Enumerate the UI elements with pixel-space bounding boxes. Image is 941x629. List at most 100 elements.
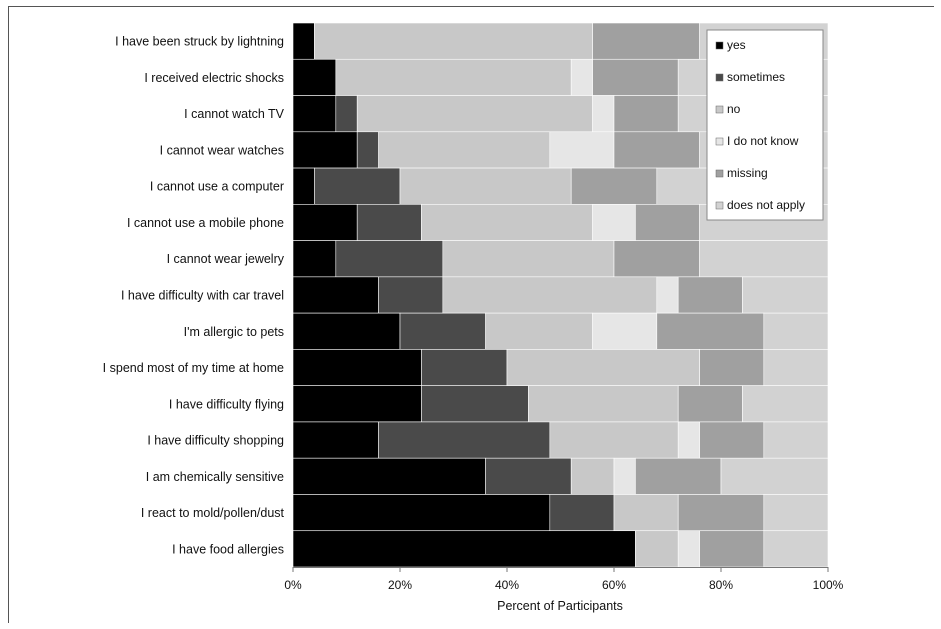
- bar-segment-no: [421, 204, 593, 241]
- legend-label: does not apply: [727, 198, 805, 212]
- x-tick-label: 100%: [813, 578, 844, 592]
- category-label: I cannot wear watches: [160, 143, 284, 157]
- bar-segment-missing: [677, 494, 765, 532]
- bar-segment-missing: [592, 22, 700, 60]
- bar-segment-yes: [292, 167, 315, 205]
- legend-label: I do not know: [727, 134, 799, 148]
- bar-segment-no: [570, 457, 615, 495]
- legend: yes sometimes no I do not know missing does n…: [706, 29, 824, 221]
- category-label: I cannot watch TV: [184, 107, 284, 121]
- bar-segment-yes: [292, 240, 337, 278]
- bar-segment-no: [442, 276, 658, 314]
- bar-segment-missing: [677, 276, 743, 314]
- legend-swatch: [715, 137, 724, 146]
- figure-frame: [8, 6, 934, 623]
- bar-segment-missing: [613, 95, 679, 133]
- legend-label: no: [727, 102, 741, 116]
- bar-segment-i-do-not-know: [592, 312, 658, 350]
- bar-segment-does-not-apply: [699, 240, 829, 278]
- bar-segment-i-do-not-know: [677, 421, 700, 459]
- bar-segment-yes: [292, 385, 422, 423]
- bar-segment-yes: [292, 204, 358, 241]
- bar-segment-missing: [699, 530, 765, 568]
- bar-segment-does-not-apply: [742, 276, 829, 314]
- bar-segment-missing: [635, 457, 722, 495]
- bar-segment-does-not-apply: [763, 312, 829, 350]
- x-tick-label: 80%: [709, 578, 733, 592]
- bar-segment-missing: [613, 240, 700, 278]
- category-label: I have difficulty with car travel: [121, 289, 284, 303]
- category-label: I react to mold/pollen/dust: [141, 506, 285, 520]
- category-label: I received electric shocks: [144, 71, 284, 85]
- bar-segment-sometimes: [356, 204, 422, 241]
- bar-segment-does-not-apply: [763, 530, 829, 568]
- bar-segment-no: [335, 58, 572, 96]
- bar-segment-i-do-not-know: [677, 530, 700, 568]
- bar-segment-sometimes: [378, 421, 551, 459]
- bar-segment-yes: [292, 58, 337, 96]
- bar-segment-i-do-not-know: [656, 276, 679, 314]
- legend-box: [706, 29, 824, 221]
- bar-segment-yes: [292, 131, 358, 169]
- bar-segment-sometimes: [378, 276, 444, 314]
- bar-segment-yes: [292, 95, 337, 133]
- legend-label: sometimes: [727, 70, 785, 84]
- legend-swatch: [715, 73, 724, 82]
- bar-segment-yes: [292, 494, 551, 532]
- bar-segment-sometimes: [314, 167, 401, 205]
- bar-segment-sometimes: [399, 312, 486, 350]
- bar-segment-i-do-not-know: [549, 131, 615, 169]
- bar-segment-yes: [292, 349, 422, 386]
- x-tick-labels: 0% 20% 40% 60% 80% 100%: [284, 567, 844, 592]
- bar-segment-i-do-not-know: [592, 95, 615, 133]
- bar-segment-missing: [592, 58, 679, 96]
- bar-segment-no: [314, 22, 593, 60]
- legend-label: yes: [727, 38, 746, 52]
- category-label: I have been struck by lightning: [115, 35, 284, 49]
- bar-segment-missing: [699, 349, 765, 386]
- bar-segment-does-not-apply: [763, 421, 829, 459]
- x-tick-label: 60%: [602, 578, 626, 592]
- bar-segment-no: [399, 167, 572, 205]
- bar-segment-missing: [613, 131, 700, 169]
- category-label: I cannot use a mobile phone: [127, 216, 284, 230]
- bar-segment-i-do-not-know: [613, 457, 636, 495]
- bar-segment-does-not-apply: [763, 494, 829, 532]
- bars-group: [292, 22, 829, 568]
- bar-segment-no: [635, 530, 679, 568]
- category-label: I cannot wear jewelry: [167, 252, 285, 266]
- bar-segment-no: [549, 421, 679, 459]
- bar-segment-sometimes: [335, 240, 444, 278]
- x-axis-title: Percent of Participants: [497, 599, 623, 613]
- bar-segment-no: [442, 240, 615, 278]
- bar-segment-i-do-not-know: [592, 204, 636, 241]
- bar-segment-missing: [677, 385, 743, 423]
- bar-segment-no: [356, 95, 593, 133]
- bar-segment-missing: [570, 167, 658, 205]
- bar-segment-does-not-apply: [742, 385, 829, 423]
- category-label: I have food allergies: [172, 542, 284, 556]
- bar-segment-sometimes: [356, 131, 379, 169]
- category-label: I'm allergic to pets: [184, 325, 284, 339]
- category-label: I have difficulty flying: [169, 397, 284, 411]
- legend-swatch: [715, 105, 724, 114]
- bar-segment-sometimes: [421, 349, 508, 386]
- bar-segment-yes: [292, 457, 486, 495]
- bar-segment-does-not-apply: [763, 349, 829, 386]
- bar-segment-yes: [292, 22, 315, 60]
- category-label: I cannot use a computer: [150, 180, 284, 194]
- bar-segment-i-do-not-know: [570, 58, 593, 96]
- bar-segment-no: [378, 131, 551, 169]
- bar-segment-no: [613, 494, 679, 532]
- bar-segment-no: [485, 312, 593, 350]
- category-label: I spend most of my time at home: [103, 361, 284, 375]
- bar-segment-does-not-apply: [720, 457, 829, 495]
- bar-segment-sometimes: [421, 385, 529, 423]
- bar-segment-yes: [292, 421, 379, 459]
- bar-segment-yes: [292, 530, 636, 568]
- bar-segment-sometimes: [485, 457, 572, 495]
- x-tick-label: 20%: [388, 578, 412, 592]
- bar-segment-missing: [656, 312, 765, 350]
- bar-segment-no: [528, 385, 679, 423]
